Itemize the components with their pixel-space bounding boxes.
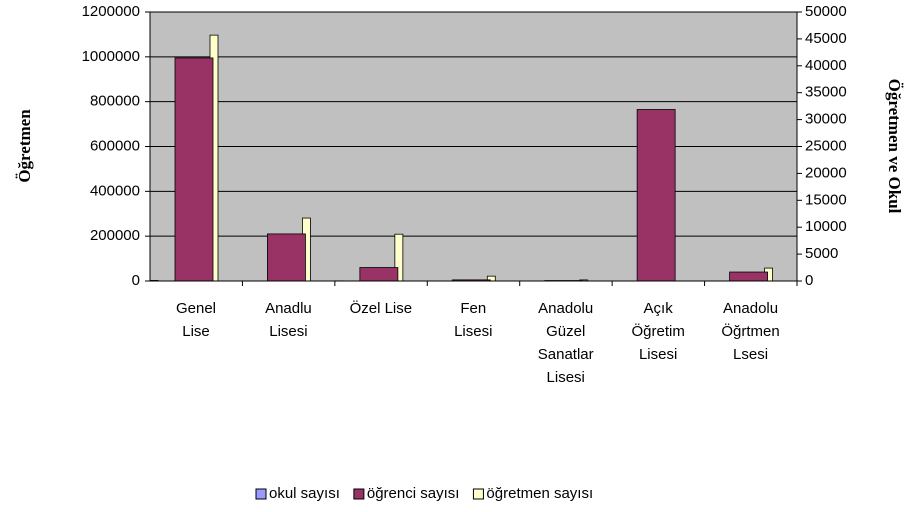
bar: [359, 267, 399, 282]
bar: [267, 233, 306, 282]
legend-label: öğretmen sayısı: [486, 485, 593, 502]
legend-swatch: [472, 488, 484, 500]
y2-tick-label: 10000: [805, 218, 847, 235]
y-tick-label: 400000: [90, 182, 140, 199]
y2-tick-label: 20000: [805, 164, 847, 181]
legend-swatch: [353, 488, 365, 500]
legend-label: öğrenci sayısı: [367, 485, 460, 502]
y2-tick-label: 40000: [805, 57, 847, 74]
y2-tick-label: 35000: [805, 84, 847, 101]
y-tick-label: 1200000: [82, 3, 140, 20]
bar: [636, 109, 676, 282]
legend-label: okul sayısı: [269, 485, 340, 502]
bar: [174, 57, 214, 282]
y2-axis-title: Öğretmen ve Okul: [885, 79, 904, 214]
y2-tick-label: 15000: [805, 191, 847, 208]
x-tick-label: Anadlu Lisesi: [265, 300, 312, 340]
y-tick-label: 0: [132, 272, 140, 289]
x-tick-label: Özel Lise: [349, 300, 413, 317]
y2-tick-label: 25000: [805, 137, 847, 154]
y2-tick-label: 45000: [805, 30, 847, 47]
y2-tick-label: 50000: [805, 3, 847, 20]
bar: [729, 271, 768, 282]
legend-swatch: [255, 488, 267, 500]
y2-tick-label: 30000: [805, 111, 847, 128]
x-tick-label: Anadolu Öğrtmen Lsesi: [721, 300, 780, 363]
y-tick-label: 200000: [90, 227, 140, 244]
y2-tick-label: 5000: [805, 245, 838, 262]
x-tick-label: Genel Lise: [175, 300, 217, 340]
y-tick-label: 800000: [90, 93, 140, 110]
x-tick-label: Fen Lisesi: [454, 300, 493, 340]
y-tick-label: 1000000: [82, 48, 140, 65]
x-tick-label: Anadolu Güzel Sanatlar Lisesi: [537, 300, 594, 386]
y-tick-label: 600000: [90, 137, 140, 154]
y2-tick-label: 0: [805, 272, 813, 289]
y-axis-title: Öğretmen: [15, 109, 34, 183]
x-tick-label: Açık Öğretim Lisesi: [631, 300, 685, 363]
